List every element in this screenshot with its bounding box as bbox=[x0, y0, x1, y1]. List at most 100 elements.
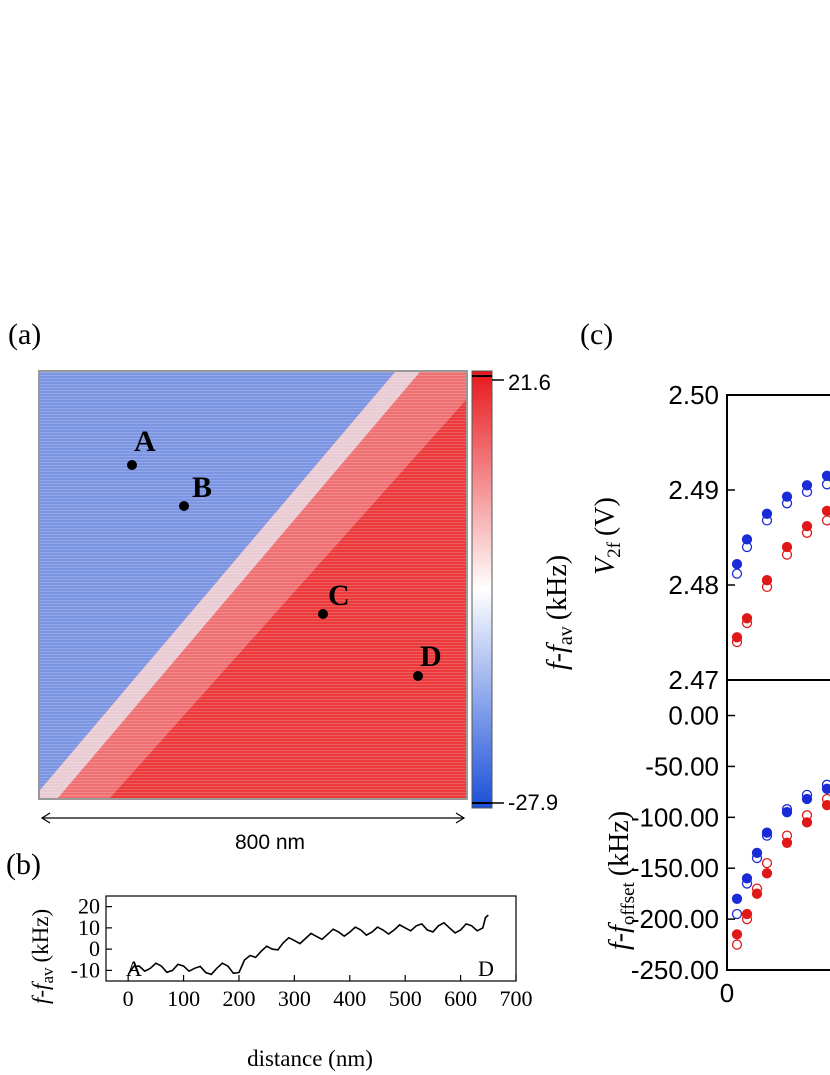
line-profile-frame bbox=[105, 895, 517, 982]
f-offset-point bbox=[731, 908, 743, 920]
f-offset-ylabel: f-foffset (kHz) bbox=[604, 811, 639, 950]
v2f-ylabel-unit: (V) bbox=[590, 497, 621, 536]
f-offset-ytick-label: -200.00 bbox=[631, 904, 719, 934]
v2f-point bbox=[781, 498, 793, 509]
colorbar-title-sub: av bbox=[555, 626, 577, 645]
v2f-point bbox=[801, 527, 813, 538]
f-offset-point bbox=[731, 893, 743, 904]
f-offset-ytick-label: 0.00 bbox=[668, 701, 719, 731]
f-offset-ylabel-main: f-f bbox=[604, 922, 635, 950]
v2f-point bbox=[801, 486, 813, 498]
line-profile-ytick-label: 20 bbox=[78, 894, 100, 919]
line-profile-xtick-label: 300 bbox=[278, 986, 311, 1011]
map-frame bbox=[38, 370, 468, 800]
line-profile-xtick-label: 400 bbox=[333, 986, 366, 1011]
point-c-marker bbox=[318, 609, 328, 619]
f-offset-ylabel-sub: offset bbox=[618, 881, 639, 925]
f-offset-frame bbox=[726, 679, 830, 971]
colorbar-title-f2: f bbox=[542, 642, 573, 653]
line-profile-xtick-label: 200 bbox=[222, 986, 255, 1011]
profile-end-label: D bbox=[478, 956, 494, 981]
point-b-label: B bbox=[192, 471, 212, 504]
v2f-point bbox=[761, 515, 773, 526]
v2f-ytick-label: 2.49 bbox=[668, 475, 719, 505]
scale-bar: 800 nm bbox=[40, 812, 466, 854]
line-profile-ylabel-main: f-f bbox=[28, 980, 53, 1004]
f-offset-plot: -250.00-200.00-150.00-100.00-50.000.0002… bbox=[604, 679, 830, 1008]
colorbar-title-sep: - bbox=[542, 653, 573, 662]
colorbar-title-unit: (kHz) bbox=[542, 555, 573, 620]
line-profile-ylabel: f-fav (kHz) bbox=[28, 909, 57, 1004]
afm-map bbox=[40, 372, 466, 798]
f-offset-point bbox=[821, 793, 830, 805]
line-profile-xtick-label: 100 bbox=[167, 986, 200, 1011]
f-offset-ytick-label: -50.00 bbox=[645, 751, 719, 781]
f-offset-point bbox=[781, 837, 793, 848]
v2f-point bbox=[821, 515, 830, 526]
f-offset-point bbox=[781, 807, 793, 818]
v2f-ylabel: V2f (V) bbox=[590, 497, 625, 575]
v2f-ytick-label: 2.47 bbox=[668, 665, 719, 695]
point-d-marker bbox=[413, 671, 423, 681]
f-offset-point bbox=[761, 827, 773, 838]
point-d-label: D bbox=[420, 640, 442, 673]
v2f-point bbox=[731, 568, 743, 579]
f-offset-points bbox=[731, 779, 830, 950]
line-profile-xtick-label: 600 bbox=[444, 986, 477, 1011]
line-profile-ytick-label: 0 bbox=[89, 936, 100, 961]
v2f-point bbox=[741, 617, 753, 629]
v2f-ylabel-sub: 2f bbox=[604, 541, 625, 558]
v2f-ytick-label: 2.50 bbox=[668, 380, 719, 410]
f-offset-point bbox=[781, 804, 793, 815]
v2f-ticks: 2.47 2.48 2.49 2.50 bbox=[668, 380, 735, 695]
point-a-marker bbox=[127, 460, 137, 470]
f-offset-point bbox=[761, 868, 773, 879]
line-profile-xtick-label: 700 bbox=[500, 986, 533, 1011]
f-offset-point bbox=[761, 857, 773, 869]
point-b-marker bbox=[179, 501, 189, 511]
v2f-point bbox=[821, 505, 830, 517]
panel-c-label: (c) bbox=[580, 318, 613, 351]
colorbar: 21.6 -27.9 f-fav(kHz) bbox=[471, 370, 577, 815]
colorbar-title: f-fav(kHz) bbox=[542, 555, 577, 670]
colorbar-gradient bbox=[471, 370, 493, 809]
v2f-ytick-label: 2.48 bbox=[668, 570, 719, 600]
scale-bar-right-arrow bbox=[455, 812, 466, 824]
v2f-point bbox=[821, 479, 830, 490]
line-profile-xlabel: distance (nm) bbox=[247, 1046, 373, 1071]
point-markers: A B C D bbox=[127, 425, 442, 681]
scale-bar-left-arrow bbox=[40, 812, 51, 824]
f-offset-point bbox=[821, 779, 830, 790]
colorbar-title-f: f bbox=[542, 659, 573, 670]
f-offset-point bbox=[801, 817, 813, 828]
v2f-point bbox=[821, 470, 830, 481]
v2f-plot: 2.47 2.48 2.49 2.50 V2f (V) bbox=[590, 380, 830, 695]
f-offset-point bbox=[801, 810, 813, 821]
f-offset-ytick-label: -150.00 bbox=[631, 853, 719, 883]
v2f-point bbox=[741, 541, 753, 553]
profile-start-label: A bbox=[126, 956, 142, 981]
line-profile-ytick-label: 10 bbox=[78, 915, 100, 940]
colorbar-max-label: 21.6 bbox=[508, 370, 551, 395]
point-c-label: C bbox=[328, 579, 350, 612]
panel-b-label: (b) bbox=[6, 848, 41, 881]
point-a-label: A bbox=[134, 425, 156, 458]
f-offset-point bbox=[741, 913, 753, 925]
panel-a-label: (a) bbox=[8, 318, 41, 351]
f-offset-ylabel-unit: (kHz) bbox=[604, 811, 635, 876]
f-offset-point bbox=[781, 830, 793, 841]
v2f-point bbox=[731, 636, 743, 648]
line-profile-ytick-label: -10 bbox=[71, 957, 100, 982]
v2f-point bbox=[781, 549, 793, 560]
line-profile-ylabel-sub: av bbox=[38, 967, 57, 984]
f-offset-ytick-label: -100.00 bbox=[631, 802, 719, 832]
f-offset-ytick-label: -250.00 bbox=[631, 955, 719, 985]
v2f-point bbox=[781, 541, 793, 553]
line-profile-series bbox=[127, 914, 489, 976]
f-offset-point bbox=[751, 883, 763, 894]
f-offset-point bbox=[761, 830, 773, 841]
f-offset-point bbox=[751, 852, 763, 864]
